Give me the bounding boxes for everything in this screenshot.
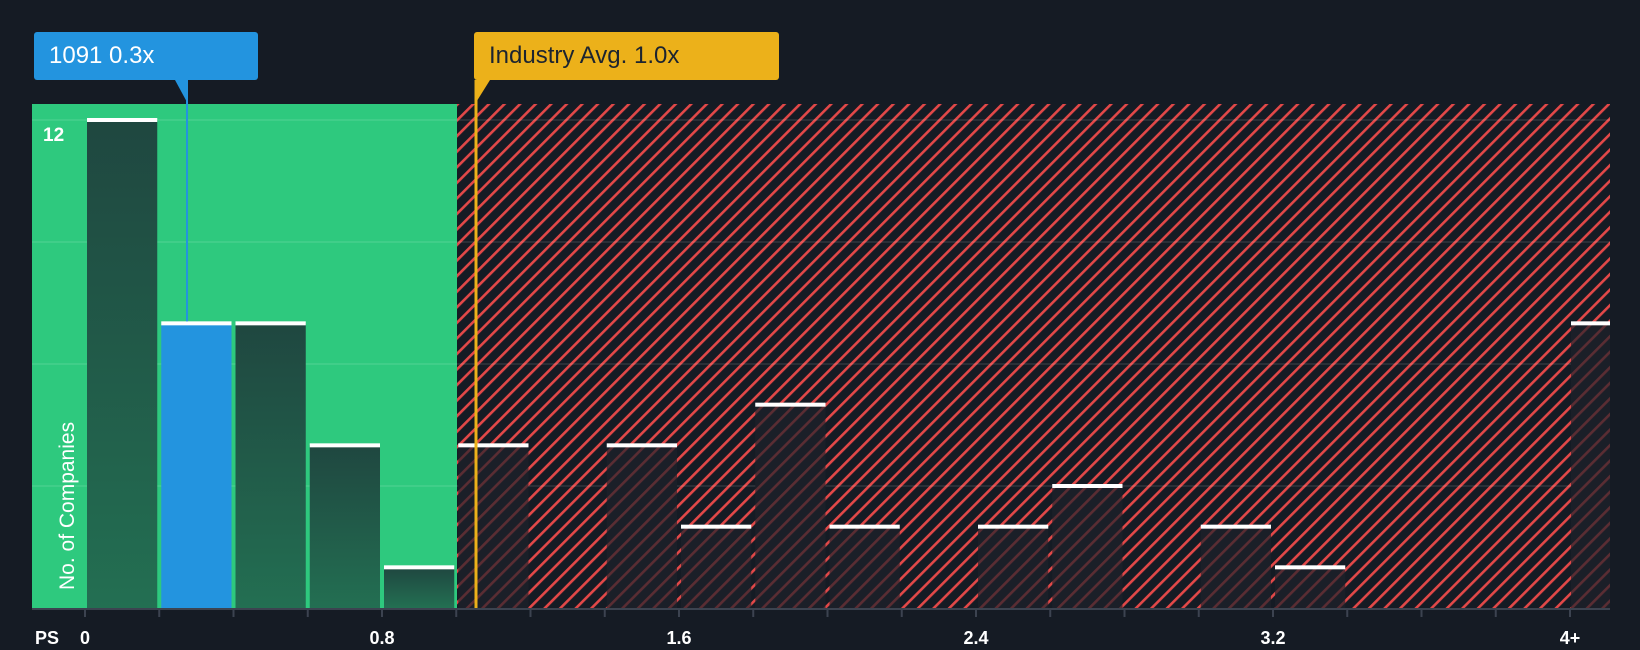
histogram-bar	[309, 445, 380, 608]
histogram-bar	[1275, 567, 1346, 608]
bar-top-cap	[1571, 321, 1610, 326]
histogram-bar	[1200, 526, 1271, 608]
industry-callout-pointer	[475, 80, 490, 104]
histogram-bar	[458, 445, 529, 608]
x-axis-name: PS	[35, 628, 60, 648]
x-tick-label-0-8: 0.8	[369, 628, 395, 648]
bar-top-cap	[1052, 484, 1123, 488]
bar-top-cap	[309, 443, 380, 448]
x-tick-label-1-6: 1.6	[666, 628, 692, 648]
histogram-bar	[681, 526, 752, 608]
bar-top-cap	[235, 321, 306, 326]
x-tick-label-0: 0	[79, 628, 91, 648]
bar-top-cap	[1275, 565, 1346, 570]
y-tick-label-12: 12	[43, 125, 65, 146]
histogram-bar	[235, 323, 306, 608]
bar-top-cap	[681, 524, 752, 529]
company-callout-pointer	[175, 80, 188, 104]
value-markers	[175, 80, 490, 608]
bar-top-cap	[755, 402, 826, 407]
bar-top-cap	[458, 443, 529, 448]
bar-top-cap	[384, 565, 455, 570]
x-tick-label-3-2: 3.2	[1260, 628, 1286, 648]
histogram-bar	[87, 120, 158, 608]
bar-top-cap	[606, 443, 677, 448]
y-axis-title: No. of Companies	[56, 421, 79, 590]
bar-top-cap	[978, 524, 1049, 529]
histogram-bars	[87, 118, 1610, 608]
bar-top-cap	[87, 118, 158, 122]
x-tick-label-4-plus: 4+	[1559, 628, 1581, 648]
histogram-bar	[978, 526, 1049, 608]
histogram-bar	[606, 445, 677, 608]
bar-top-cap	[829, 524, 900, 529]
histogram-bar	[384, 567, 455, 608]
industry-average-callout: Industry Avg. 1.0x	[474, 32, 779, 80]
company-ps-callout: 1091 0.3x	[34, 32, 258, 80]
histogram-bar	[161, 323, 232, 608]
bar-top-cap	[161, 321, 232, 326]
histogram-bar	[1571, 323, 1610, 608]
histogram-bar	[1052, 486, 1123, 608]
histogram-bar	[829, 526, 900, 608]
histogram-bar	[755, 404, 826, 608]
x-tick-label-2-4: 2.4	[963, 628, 989, 648]
bar-top-cap	[1200, 524, 1271, 529]
x-axis	[32, 608, 1610, 617]
